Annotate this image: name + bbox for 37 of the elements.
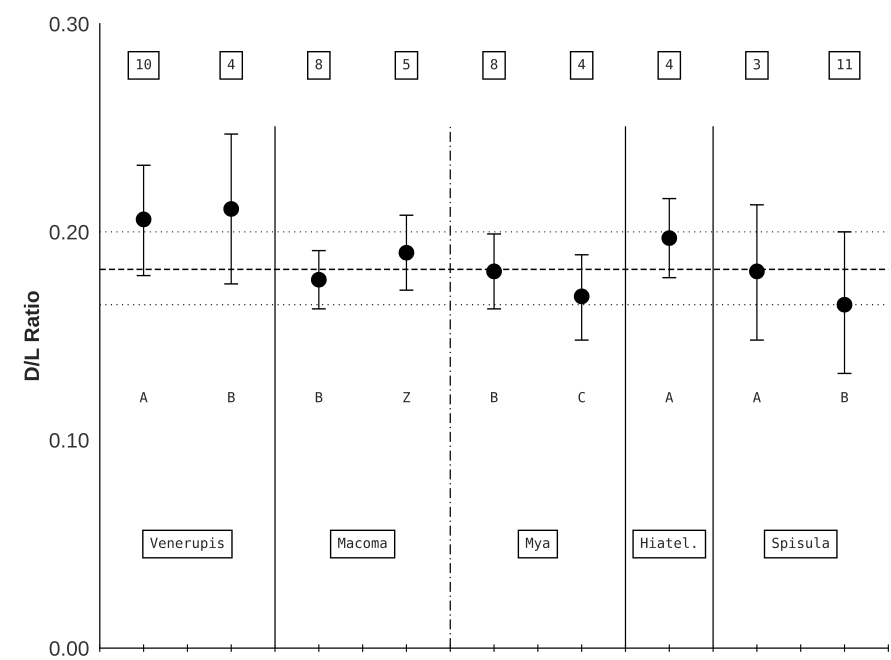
y-tick-label: 0.20 xyxy=(50,224,89,240)
annotation: A xyxy=(752,392,761,402)
annotation: Venerupis xyxy=(150,537,224,551)
y-tick-label: 0.00 xyxy=(50,641,89,656)
annotation: Spisula xyxy=(772,537,829,551)
annotation: 4 xyxy=(578,59,586,70)
y-tick-label: 0.30 xyxy=(50,16,89,32)
annotation: A xyxy=(665,392,674,402)
annotation: Hiatel. xyxy=(640,537,696,548)
point xyxy=(398,244,414,261)
point xyxy=(749,264,765,280)
annotation: 4 xyxy=(228,59,235,70)
annotation: 8 xyxy=(490,58,498,70)
annotation: 5 xyxy=(403,59,410,70)
annotation: Z xyxy=(403,392,410,402)
y-axis-title: D/L Ratio xyxy=(24,291,40,380)
annotation: Macoma xyxy=(338,538,387,548)
annotation: B xyxy=(316,392,322,402)
annotation: B xyxy=(228,392,235,402)
annotation: 10 xyxy=(136,58,152,70)
point xyxy=(836,296,852,313)
point xyxy=(223,201,240,217)
y-tick-label: 0.10 xyxy=(50,433,89,448)
annotation: 11 xyxy=(838,59,852,70)
annotation: Mya xyxy=(526,538,550,551)
point xyxy=(574,288,590,304)
annotation: C xyxy=(578,392,585,402)
annotation: A xyxy=(140,392,148,402)
point xyxy=(486,264,502,280)
annotation: B xyxy=(491,392,498,402)
point xyxy=(661,230,678,246)
annotation: 8 xyxy=(316,58,322,70)
annotation: B xyxy=(841,392,848,402)
annotation: 4 xyxy=(666,59,673,70)
point xyxy=(136,212,152,228)
point xyxy=(310,272,327,288)
annotation: 3 xyxy=(754,58,760,70)
